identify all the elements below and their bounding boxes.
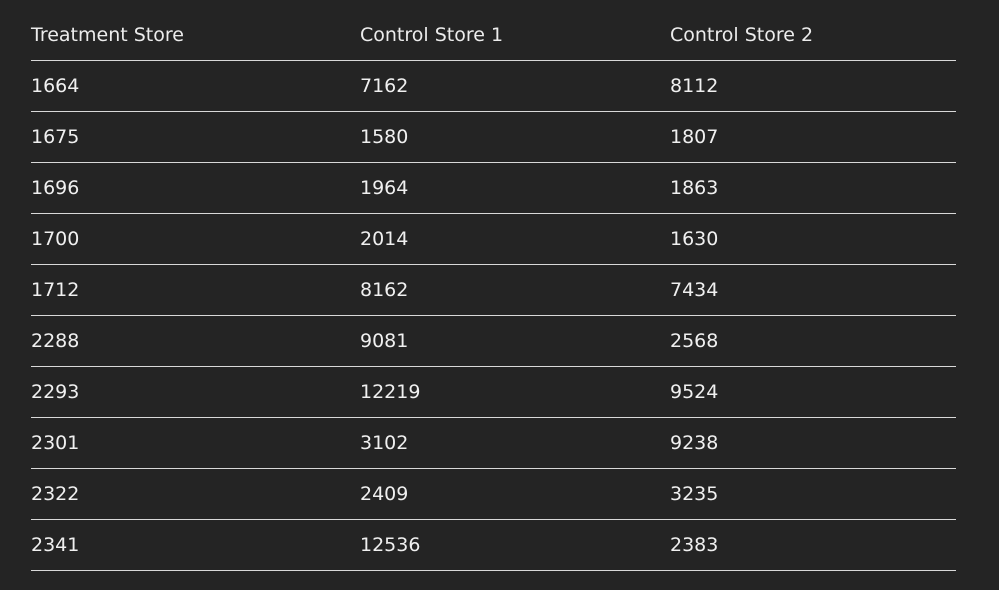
cell-treatment-store: 1664 — [31, 60, 360, 112]
cell-control-store-1: 8162 — [360, 264, 670, 316]
cell-control-store-1: 3102 — [360, 417, 670, 469]
cell-treatment-store: 1696 — [31, 162, 360, 214]
cell-control-store-1: 7162 — [360, 60, 670, 112]
table-row: 2341 12536 2383 — [31, 519, 956, 571]
header-treatment-store: Treatment Store — [31, 10, 360, 61]
table-row: 1700 2014 1630 — [31, 213, 956, 265]
table-row: 2301 3102 9238 — [31, 417, 956, 469]
cell-control-store-2: 8112 — [670, 60, 956, 112]
cell-control-store-2: 1807 — [670, 111, 956, 163]
table-row: 2322 2409 3235 — [31, 468, 956, 520]
header-control-store-2: Control Store 2 — [670, 10, 956, 61]
cell-control-store-1: 9081 — [360, 315, 670, 367]
cell-control-store-1: 1580 — [360, 111, 670, 163]
cell-control-store-1: 12536 — [360, 519, 670, 571]
cell-treatment-store: 2322 — [31, 468, 360, 520]
table-row: 2293 12219 9524 — [31, 366, 956, 418]
cell-control-store-2: 3235 — [670, 468, 956, 520]
cell-treatment-store: 2288 — [31, 315, 360, 367]
table-row: 1675 1580 1807 — [31, 111, 956, 163]
cell-control-store-1: 1964 — [360, 162, 670, 214]
table-header-row: Treatment Store Control Store 1 Control … — [31, 10, 956, 61]
cell-control-store-2: 2568 — [670, 315, 956, 367]
cell-treatment-store: 2293 — [31, 366, 360, 418]
cell-control-store-2: 9238 — [670, 417, 956, 469]
cell-treatment-store: 2341 — [31, 519, 360, 571]
cell-control-store-2: 2383 — [670, 519, 956, 571]
table-row: 1696 1964 1863 — [31, 162, 956, 214]
cell-treatment-store: 2301 — [31, 417, 360, 469]
cell-control-store-2: 1630 — [670, 213, 956, 265]
cell-control-store-1: 2014 — [360, 213, 670, 265]
cell-control-store-2: 9524 — [670, 366, 956, 418]
store-table: Treatment Store Control Store 1 Control … — [31, 10, 956, 571]
table-row: 1712 8162 7434 — [31, 264, 956, 316]
cell-control-store-2: 7434 — [670, 264, 956, 316]
cell-treatment-store: 1675 — [31, 111, 360, 163]
cell-treatment-store: 1700 — [31, 213, 360, 265]
cell-control-store-1: 12219 — [360, 366, 670, 418]
table-row: 1664 7162 8112 — [31, 60, 956, 112]
cell-treatment-store: 1712 — [31, 264, 360, 316]
store-table-container: Treatment Store Control Store 1 Control … — [31, 10, 956, 571]
cell-control-store-2: 1863 — [670, 162, 956, 214]
cell-control-store-1: 2409 — [360, 468, 670, 520]
header-control-store-1: Control Store 1 — [360, 10, 670, 61]
table-row: 2288 9081 2568 — [31, 315, 956, 367]
